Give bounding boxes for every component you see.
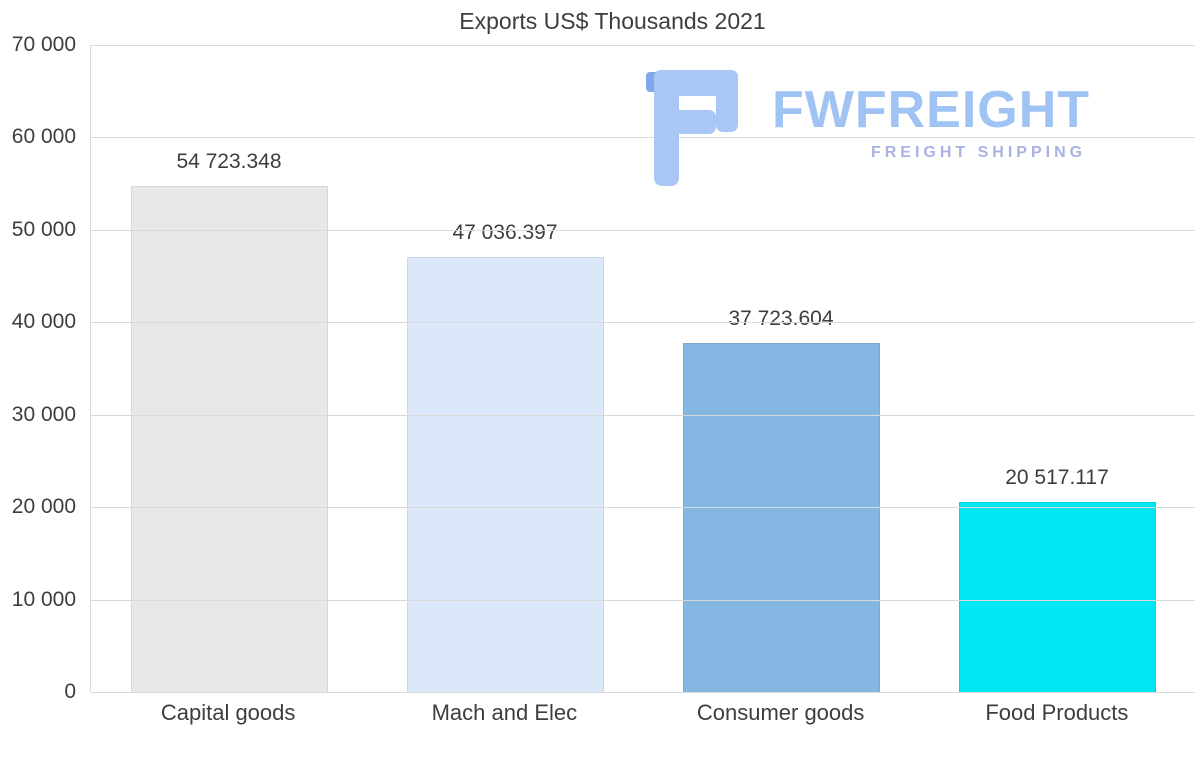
gridline bbox=[91, 229, 1195, 231]
y-axis-tick-label: 40 000 bbox=[11, 310, 76, 334]
y-axis-tick-label: 20 000 bbox=[11, 495, 76, 519]
gridline bbox=[91, 45, 1195, 46]
bar-slot: 37 723.604 bbox=[643, 45, 919, 692]
bar-value-label: 47 036.397 bbox=[452, 221, 558, 245]
bars-container: 54 723.348 47 036.397 37 723.604 20 517.117 bbox=[91, 45, 1195, 692]
gridline bbox=[91, 599, 1195, 601]
y-axis-tick-label: 70 000 bbox=[11, 33, 76, 56]
bar-slot: 47 036.397 bbox=[367, 45, 643, 692]
y-axis-tick-label: 0 bbox=[64, 680, 76, 703]
x-axis: Capital goods Mach and Elec Consumer goods… bbox=[90, 700, 1195, 726]
x-axis-category-label: Mach and Elec bbox=[431, 700, 578, 725]
gridline bbox=[91, 322, 1195, 324]
x-axis-category-label: Capital goods bbox=[160, 700, 296, 725]
bar-value-label: 37 723.604 bbox=[728, 307, 834, 331]
chart-title: Exports US$ Thousands 2021 bbox=[459, 8, 766, 34]
bar-value-label: 20 517.117 bbox=[1005, 466, 1109, 490]
y-axis-tick-label: 50 000 bbox=[11, 217, 76, 241]
bar-consumer-goods bbox=[682, 343, 880, 692]
y-axis: 0 10 000 20 000 30 000 40 000 50 000 60 000 70 … bbox=[0, 33, 82, 703]
fwfreight-logo: FWFREIGHT FREIGHT SHIPPING bbox=[646, 70, 1090, 186]
fwfreight-logo-icon bbox=[646, 70, 738, 186]
bar-slot: 54 723.348 bbox=[91, 45, 367, 692]
gridline bbox=[91, 414, 1195, 416]
bar-slot: 20 517.117 bbox=[919, 45, 1195, 692]
y-axis-tick-label: 10 000 bbox=[11, 587, 76, 611]
logo-brand-name: FWFREIGHT bbox=[772, 81, 1091, 139]
bar-capital-goods bbox=[130, 186, 328, 692]
y-axis-tick-label: 30 000 bbox=[11, 402, 76, 426]
x-axis-category-label: Consumer goods bbox=[696, 700, 865, 725]
x-axis-category-label: Food Products bbox=[985, 700, 1129, 725]
bar-mach-and-elec bbox=[406, 257, 604, 692]
logo-text-block: FWFREIGHT FREIGHT SHIPPING bbox=[772, 84, 1090, 162]
plot-area: 54 723.348 47 036.397 37 723.604 20 517.117 bbox=[90, 45, 1195, 693]
gridline bbox=[91, 507, 1195, 509]
bar-value-label: 54 723.348 bbox=[176, 150, 282, 174]
gridline bbox=[91, 692, 1195, 693]
logo-tagline: FREIGHT SHIPPING bbox=[870, 144, 1087, 161]
bar-food-products bbox=[958, 502, 1156, 692]
gridline bbox=[91, 137, 1195, 139]
y-axis-tick-label: 60 000 bbox=[11, 125, 76, 149]
